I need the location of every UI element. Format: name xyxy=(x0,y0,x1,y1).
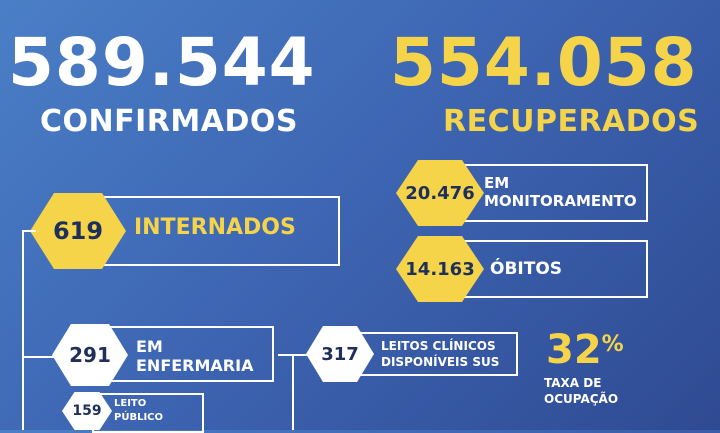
confirmed-label: CONFIRMADOS xyxy=(40,104,298,139)
clinical-beds-label-line2: DISPONÍVEIS SUS xyxy=(381,355,500,369)
monitoring-label-line2: MONITORAMENTO xyxy=(484,192,637,210)
public-bed-label-line1: LEITO xyxy=(114,398,147,409)
hospitalized-value: 619 xyxy=(52,217,104,245)
public-bed-label-line2: PÚBLICO xyxy=(114,412,164,423)
occupancy-label-line1: TAXA DE xyxy=(544,376,602,390)
connector-main-vertical xyxy=(22,230,24,430)
connector-top xyxy=(22,230,36,232)
occupancy-unit: % xyxy=(601,332,624,357)
ward-value: 291 xyxy=(69,343,111,367)
clinical-beds-value: 317 xyxy=(321,343,359,365)
connector-clinical-vertical xyxy=(292,354,294,430)
public-bed-value: 159 xyxy=(72,403,102,419)
confirmed-number: 589.544 xyxy=(8,24,316,101)
ward-label-line1: EM xyxy=(136,337,163,356)
clinical-beds-label-line1: LEITOS CLÍNICOS xyxy=(381,339,496,353)
occupancy-value: 32 xyxy=(546,327,602,373)
monitoring-label-line1: EM xyxy=(484,174,510,192)
monitoring-value: 20.476 xyxy=(405,182,475,204)
recovered-number: 554.058 xyxy=(390,24,698,101)
public-bed-hex: 159 xyxy=(62,392,112,430)
recovered-label: RECUPERADOS xyxy=(443,104,700,139)
ward-label-line2: ENFERMARIA xyxy=(136,356,254,375)
clinical-beds-hex: 317 xyxy=(306,326,374,382)
deaths-value: 14.163 xyxy=(405,258,475,280)
occupancy-label-line2: OCUPAÇÃO xyxy=(544,392,619,406)
occupancy-value-wrap: 32% xyxy=(546,330,624,370)
ward-hex: 291 xyxy=(52,324,128,386)
hospitalized-label: INTERNADOS xyxy=(134,215,296,240)
deaths-label: ÓBITOS xyxy=(490,259,563,279)
connector-ward xyxy=(22,356,56,358)
